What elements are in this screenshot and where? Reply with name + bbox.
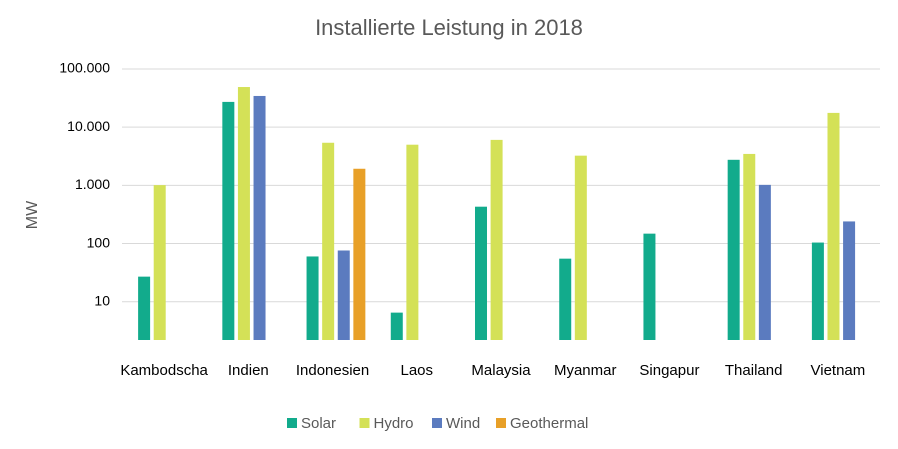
- y-tick-label: 1.000: [75, 176, 110, 192]
- bar: [574, 155, 587, 340]
- bar: [643, 233, 656, 340]
- bar: [237, 87, 250, 340]
- bar: [306, 256, 319, 340]
- x-tick-label: Indonesien: [296, 362, 369, 379]
- legend-label: Solar: [301, 415, 336, 432]
- bar: [138, 276, 151, 340]
- y-tick-label: 100: [87, 234, 111, 250]
- bar: [559, 258, 572, 340]
- legend-swatch: [432, 418, 442, 428]
- y-tick-label: 10: [94, 292, 110, 308]
- bar: [490, 139, 503, 340]
- legend-label: Geothermal: [510, 415, 588, 432]
- bar: [222, 101, 235, 340]
- x-tick-label: Malaysia: [471, 362, 531, 379]
- bar: [727, 159, 740, 340]
- legend-swatch: [287, 418, 297, 428]
- x-tick-label: Laos: [401, 362, 434, 379]
- legend-label: Wind: [446, 415, 480, 432]
- legend-label: Hydro: [374, 415, 414, 432]
- bar: [153, 185, 166, 340]
- x-tick-label: Thailand: [725, 362, 783, 379]
- bar: [758, 184, 771, 340]
- x-tick-label: Kambodscha: [120, 362, 208, 379]
- bar: [337, 250, 350, 340]
- x-tick-label: Vietnam: [811, 362, 866, 379]
- bar: [253, 95, 266, 340]
- bar: [743, 153, 756, 340]
- y-axis-label: MW: [24, 200, 41, 229]
- legend-swatch: [496, 418, 506, 428]
- bar: [406, 144, 419, 340]
- y-tick-label: 10.000: [67, 118, 110, 134]
- x-tick-label: Indien: [228, 362, 269, 379]
- x-tick-label: Singapur: [639, 362, 699, 379]
- bar: [322, 142, 335, 340]
- bar: [843, 221, 856, 340]
- y-tick-label: 100.000: [59, 60, 110, 76]
- bar: [353, 168, 366, 340]
- bar: [475, 206, 487, 340]
- legend-swatch: [359, 418, 370, 428]
- bar: [811, 242, 824, 340]
- bar: [827, 112, 840, 340]
- bar: [390, 312, 403, 340]
- chart-title: Installierte Leistung in 2018: [315, 15, 583, 40]
- x-tick-label: Myanmar: [554, 362, 617, 379]
